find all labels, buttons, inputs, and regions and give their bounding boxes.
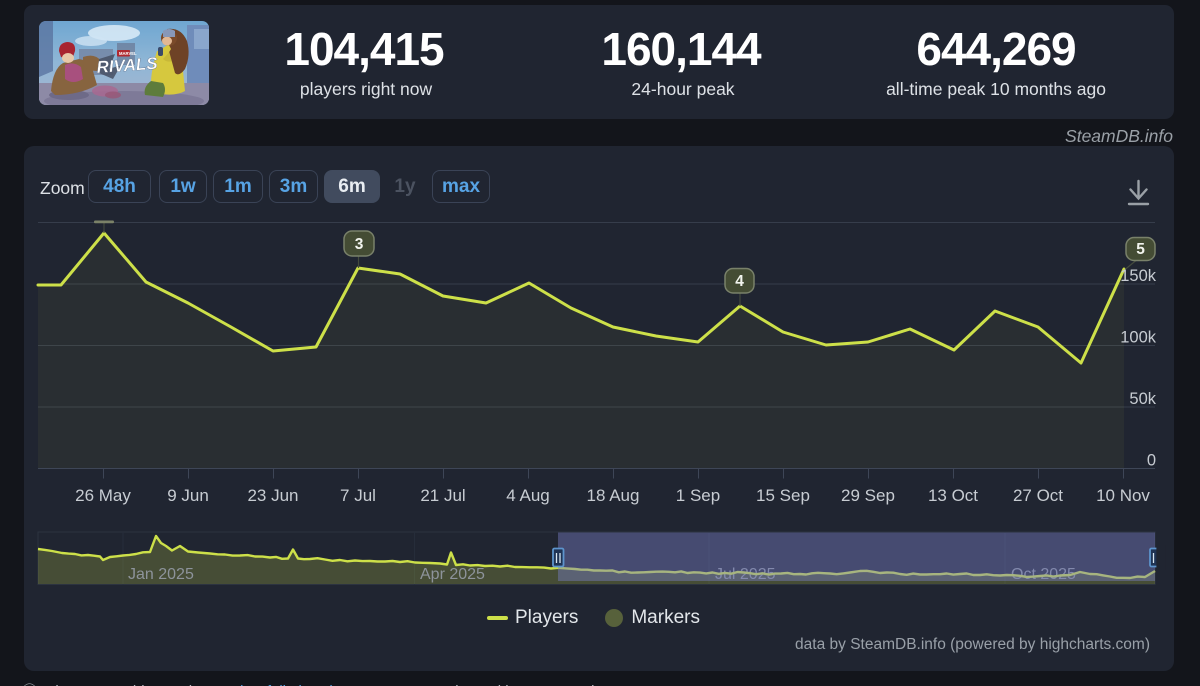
svg-text:15 Sep: 15 Sep xyxy=(756,486,810,505)
svg-text:27 Oct: 27 Oct xyxy=(1013,486,1063,505)
svg-text:10 Nov: 10 Nov xyxy=(1096,486,1150,505)
svg-text:4 Aug: 4 Aug xyxy=(506,486,550,505)
svg-text:50k: 50k xyxy=(1129,390,1156,408)
svg-text:Jul 2025: Jul 2025 xyxy=(715,566,776,583)
svg-text:100k: 100k xyxy=(1120,329,1157,347)
svg-text:MARVEL: MARVEL xyxy=(119,51,137,56)
svg-text:RIVALS: RIVALS xyxy=(96,54,159,77)
svg-text:13 Oct: 13 Oct xyxy=(928,486,978,505)
svg-text:5: 5 xyxy=(1136,241,1145,258)
svg-text:4: 4 xyxy=(735,273,744,290)
svg-text:Jan 2025: Jan 2025 xyxy=(128,566,194,583)
svg-text:29 Sep: 29 Sep xyxy=(841,486,895,505)
svg-text:23 Jun: 23 Jun xyxy=(247,486,298,505)
svg-text:18 Aug: 18 Aug xyxy=(587,486,640,505)
svg-text:150k: 150k xyxy=(1120,267,1157,285)
svg-text:0: 0 xyxy=(1147,452,1156,470)
svg-text:26 May: 26 May xyxy=(75,486,131,505)
svg-text:9 Jun: 9 Jun xyxy=(167,486,209,505)
svg-text:Apr 2025: Apr 2025 xyxy=(420,566,485,583)
svg-text:7 Jul: 7 Jul xyxy=(340,486,376,505)
svg-text:21 Jul: 21 Jul xyxy=(420,486,465,505)
svg-text:1 Sep: 1 Sep xyxy=(676,486,720,505)
svg-text:3: 3 xyxy=(355,236,364,253)
